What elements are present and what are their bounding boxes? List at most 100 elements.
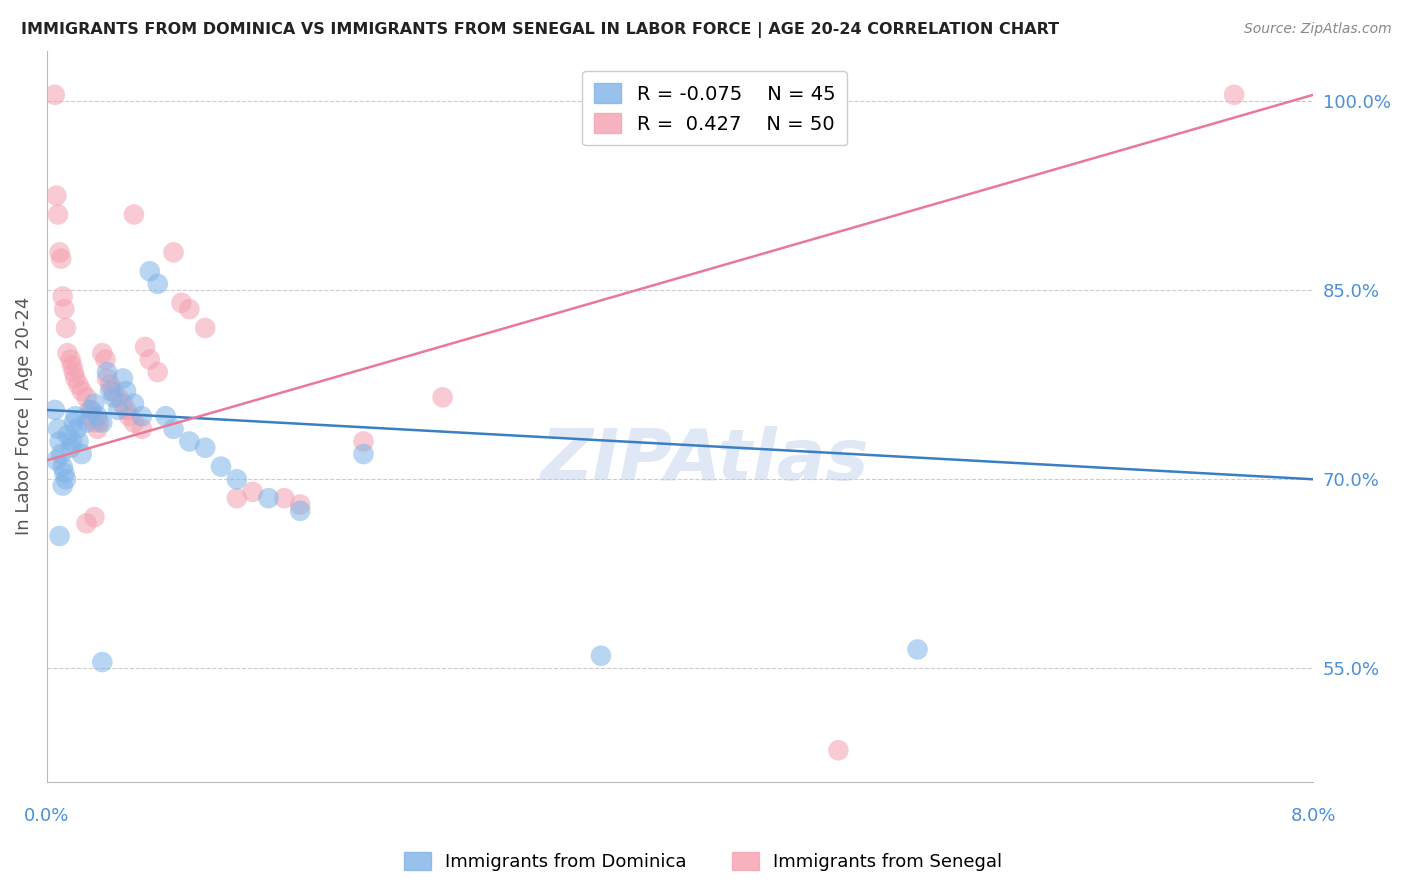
Point — [75, 416, 97, 430]
Point — [122, 208, 145, 222]
Point — [56, 428, 79, 442]
Text: IMMIGRANTS FROM DOMINICA VS IMMIGRANTS FROM SENEGAL IN LABOR FORCE | AGE 20-24 C: IMMIGRANTS FROM DOMINICA VS IMMIGRANTS F… — [21, 22, 1059, 38]
Point — [80, 409, 103, 424]
Point — [91, 416, 114, 430]
Text: ZIPAtlas: ZIPAtlas — [541, 425, 870, 494]
Point — [59, 352, 82, 367]
Point — [273, 491, 295, 505]
Point — [118, 409, 141, 424]
Point — [257, 491, 280, 505]
Point — [52, 478, 75, 492]
Point — [194, 441, 217, 455]
Point — [353, 434, 375, 449]
Point — [162, 422, 184, 436]
Point — [170, 295, 193, 310]
Point — [288, 498, 311, 512]
Point — [107, 403, 129, 417]
Point — [45, 188, 67, 202]
Point — [98, 377, 121, 392]
Point — [225, 491, 247, 505]
Point — [65, 371, 87, 385]
Point — [589, 648, 612, 663]
Point — [225, 472, 247, 486]
Point — [46, 208, 69, 222]
Point — [53, 302, 76, 317]
Point — [122, 416, 145, 430]
Point — [96, 365, 118, 379]
Point — [49, 252, 72, 266]
Text: Source: ZipAtlas.com: Source: ZipAtlas.com — [1244, 22, 1392, 37]
Point — [86, 409, 108, 424]
Point — [59, 441, 82, 455]
Point — [131, 422, 153, 436]
Point — [209, 459, 232, 474]
Point — [179, 434, 201, 449]
Point — [83, 397, 105, 411]
Point — [62, 365, 84, 379]
Point — [53, 466, 76, 480]
Point — [80, 403, 103, 417]
Point — [70, 384, 93, 398]
Legend: R = -0.075    N = 45, R =  0.427    N = 50: R = -0.075 N = 45, R = 0.427 N = 50 — [582, 71, 846, 145]
Point — [907, 642, 929, 657]
Point — [111, 397, 134, 411]
Point — [179, 302, 201, 317]
Point — [44, 87, 66, 102]
Point — [146, 365, 169, 379]
Point — [49, 447, 72, 461]
Point — [96, 371, 118, 385]
Point — [111, 371, 134, 385]
Point — [83, 416, 105, 430]
Point — [89, 416, 111, 430]
Point — [107, 390, 129, 404]
Point — [46, 422, 69, 436]
Point — [55, 472, 77, 486]
Point — [67, 377, 90, 392]
Point — [48, 529, 70, 543]
Point — [155, 409, 177, 424]
Point — [55, 321, 77, 335]
Point — [75, 390, 97, 404]
Point — [115, 384, 138, 398]
Point — [103, 384, 125, 398]
Point — [52, 289, 75, 303]
Point — [91, 346, 114, 360]
Point — [115, 403, 138, 417]
Point — [288, 504, 311, 518]
Point — [139, 264, 162, 278]
Point — [48, 434, 70, 449]
Point — [70, 447, 93, 461]
Text: 0.0%: 0.0% — [24, 807, 69, 825]
Point — [242, 484, 264, 499]
Legend: Immigrants from Dominica, Immigrants from Senegal: Immigrants from Dominica, Immigrants fro… — [396, 845, 1010, 879]
Point — [103, 390, 125, 404]
Point — [67, 434, 90, 449]
Point — [75, 516, 97, 531]
Point — [56, 346, 79, 360]
Point — [60, 434, 83, 449]
Point — [353, 447, 375, 461]
Point — [83, 510, 105, 524]
Point — [134, 340, 156, 354]
Point — [65, 409, 87, 424]
Point — [827, 743, 849, 757]
Point — [94, 352, 117, 367]
Point — [146, 277, 169, 291]
Point — [162, 245, 184, 260]
Point — [98, 384, 121, 398]
Point — [194, 321, 217, 335]
Point — [52, 459, 75, 474]
Point — [139, 352, 162, 367]
Point — [79, 403, 101, 417]
Point — [86, 422, 108, 436]
Point — [60, 359, 83, 373]
Point — [48, 245, 70, 260]
Point — [44, 403, 66, 417]
Point — [131, 409, 153, 424]
Y-axis label: In Labor Force | Age 20-24: In Labor Force | Age 20-24 — [15, 297, 32, 535]
Point — [1223, 87, 1246, 102]
Text: 8.0%: 8.0% — [1291, 807, 1336, 825]
Point — [91, 655, 114, 669]
Point — [66, 422, 89, 436]
Point — [122, 397, 145, 411]
